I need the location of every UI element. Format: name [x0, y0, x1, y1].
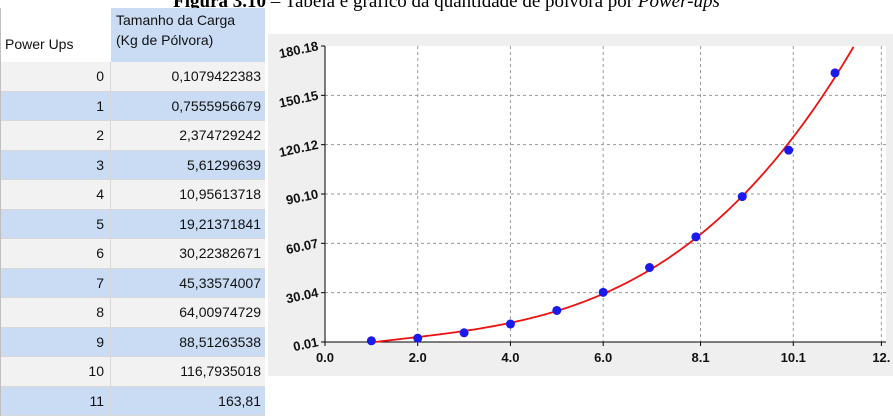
x-tick-label: 12. [872, 350, 890, 365]
data-point [831, 68, 840, 77]
x-tick-label: 6.0 [594, 350, 612, 365]
cell-charge-size: 30,22382671 [111, 239, 265, 268]
cell-power-ups: 0 [1, 62, 111, 91]
cell-charge-size: 10,95613718 [111, 180, 265, 209]
header-charge-size-line1: Tamanho da Carga [116, 10, 265, 30]
x-tick-label: 2.0 [409, 350, 427, 365]
table-row: 0 0,1079422383 [1, 62, 265, 92]
data-point [506, 320, 515, 329]
cell-charge-size: 2,374729242 [111, 121, 265, 150]
data-point [691, 232, 700, 241]
cell-charge-size: 116,7935018 [111, 357, 265, 386]
cell-power-ups: 5 [1, 210, 111, 239]
caption-text: – Tabela e gráfico da quantidade de pólv… [266, 0, 638, 12]
cell-charge-size: 0,1079422383 [111, 62, 265, 91]
cell-power-ups: 1 [1, 92, 111, 121]
header-power-ups: Power Ups [1, 8, 111, 62]
cell-charge-size: 88,51263538 [111, 328, 265, 357]
cell-charge-size: 19,21371841 [111, 210, 265, 239]
header-charge-size-line2: (Kg de Pólvora) [116, 30, 265, 50]
x-tick-label: 8.1 [692, 350, 710, 365]
cell-charge-size: 5,61299639 [111, 151, 265, 180]
y-tick-label: 60.07 [285, 236, 320, 257]
cell-charge-size: 163,81 [111, 387, 265, 416]
cell-charge-size: 0,7555956679 [111, 92, 265, 121]
data-point [738, 192, 747, 201]
y-tick-label: 30.04 [285, 285, 321, 307]
table-row: 5 19,21371841 [1, 210, 265, 240]
table-header: Power Ups Tamanho da Carga (Kg de Pólvor… [1, 8, 265, 62]
table-row: 7 45,33574007 [1, 269, 265, 299]
table-row: 11 163,81 [1, 387, 265, 417]
cell-power-ups: 4 [1, 180, 111, 209]
cell-charge-size: 64,00974729 [111, 298, 265, 327]
data-point [413, 334, 422, 343]
table-row: 8 64,00974729 [1, 298, 265, 328]
caption-italic: Power-ups [638, 0, 720, 12]
cell-power-ups: 2 [1, 121, 111, 150]
cell-power-ups: 7 [1, 269, 111, 298]
table-row: 9 88,51263538 [1, 328, 265, 358]
x-tick-label: 0.0 [316, 350, 334, 365]
data-point [367, 336, 376, 345]
table-row: 1 0,7555956679 [1, 92, 265, 122]
cell-power-ups: 3 [1, 151, 111, 180]
header-charge-size: Tamanho da Carga (Kg de Pólvora) [111, 8, 265, 62]
y-tick-label: 150.15 [278, 88, 320, 111]
table-row: 10 116,7935018 [1, 357, 265, 387]
data-point [599, 288, 608, 297]
y-tick-label: 90.10 [285, 186, 320, 207]
cell-charge-size: 45,33574007 [111, 269, 265, 298]
data-table: Power Ups Tamanho da Carga (Kg de Pólvor… [0, 8, 265, 416]
data-point [645, 263, 654, 272]
table-row: 3 5,61299639 [1, 151, 265, 181]
y-tick-label: 180.18 [278, 38, 320, 61]
data-point [552, 306, 561, 315]
cell-power-ups: 9 [1, 328, 111, 357]
cell-power-ups: 8 [1, 298, 111, 327]
cell-power-ups: 6 [1, 239, 111, 268]
x-tick-label: 10.1 [781, 350, 806, 365]
cell-power-ups: 10 [1, 357, 111, 386]
table-row: 4 10,95613718 [1, 180, 265, 210]
table-body: 0 0,1079422383 1 0,7555956679 2 2,374729242 3 5… [1, 62, 265, 416]
y-tick-label: 120.12 [278, 137, 320, 160]
table-row: 2 2,374729242 [1, 121, 265, 151]
scatter-chart: 0.0 2.0 4.0 6.0 8.1 10.1 12.0.0130.0460.0790.1… [268, 34, 893, 376]
data-point [784, 146, 793, 155]
x-tick-label: 4.0 [501, 350, 519, 365]
data-point [460, 328, 469, 337]
table-row: 6 30,22382671 [1, 239, 265, 269]
cell-power-ups: 11 [1, 387, 111, 416]
